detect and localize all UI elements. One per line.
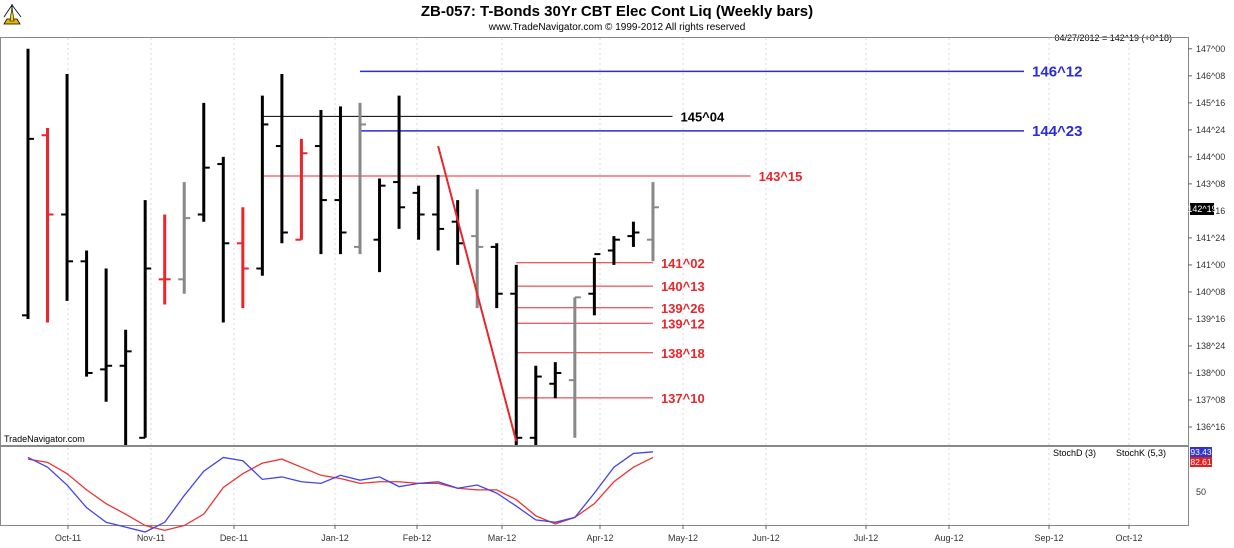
level-label: 137^10 — [661, 391, 705, 406]
x-tick-label: May-12 — [668, 533, 698, 543]
stoch-k-value-tag — [1190, 447, 1212, 457]
y-tick-label: 138^24 — [1196, 341, 1225, 351]
ohlc-bar — [80, 250, 93, 377]
stoch-d-value-tag — [1190, 457, 1212, 467]
stoch-legend-d: StochD (3) — [1053, 448, 1096, 458]
level-label: 144^23 — [1032, 123, 1082, 140]
ohlc-bar — [432, 174, 445, 251]
ohlc-bar — [314, 110, 327, 255]
x-tick-label: Sep-12 — [1034, 533, 1063, 543]
x-tick-label: Dec-11 — [220, 533, 248, 543]
y-tick-label: 140^08 — [1196, 287, 1225, 297]
ohlc-bar — [549, 362, 562, 399]
trade-navigator-logo — [3, 4, 22, 25]
grid-lines — [67, 38, 1130, 525]
stoch-d-value: 82.61 — [1190, 457, 1212, 467]
x-tick-label: Mar-12 — [488, 533, 517, 543]
ohlc-bar — [158, 214, 171, 305]
level-label: 139^12 — [661, 316, 705, 331]
x-tick-label: Jul-12 — [854, 533, 879, 543]
y-tick-label: 144^00 — [1196, 152, 1225, 162]
y-tick-label: 141^24 — [1196, 233, 1225, 243]
ohlc-bar — [354, 102, 367, 255]
ohlc-bar — [451, 200, 464, 265]
ohlc-bar — [61, 74, 74, 301]
ohlc-bar — [236, 207, 249, 309]
level-label: 138^18 — [661, 346, 705, 361]
ohlc-bar — [646, 182, 659, 262]
date-axis: Oct-11 Nov-11 Dec-11 Jan-12 Feb-12 Mar-12 Apr-… — [55, 525, 1143, 543]
y-tick-label: 136^16 — [1196, 422, 1225, 432]
ohlc-bar — [256, 95, 269, 276]
y-tick-label: 139^16 — [1196, 314, 1225, 324]
level-label: 141^02 — [661, 256, 705, 271]
ohlc-bar — [100, 268, 113, 402]
level-label: 145^04 — [680, 109, 725, 124]
ohlc-bar — [568, 296, 581, 438]
ohlc-bar — [471, 189, 484, 309]
x-tick-label: Jan-12 — [321, 533, 349, 543]
x-tick-label: Aug-12 — [934, 533, 963, 543]
trend-layer — [437, 145, 518, 442]
y-tick-label: 143^08 — [1196, 179, 1225, 189]
y-tick-label: 138^00 — [1196, 368, 1225, 378]
trend-line — [437, 145, 518, 442]
level-label: 146^12 — [1032, 63, 1082, 80]
price-axis: 147^00 146^08 145^16 144^24 144^00 143^08 142^… — [1188, 44, 1225, 432]
stoch-legend-k: StochK (5,3) — [1116, 448, 1166, 458]
watermark-text: TradeNavigator.com — [4, 434, 85, 444]
ohlc-bar — [22, 48, 34, 319]
y-tick-label: 145^16 — [1196, 98, 1225, 108]
copyright-text: www.TradeNavigator.com © 1999-2012 All r… — [488, 22, 746, 33]
level-label: 143^15 — [759, 169, 803, 184]
x-tick-label: Oct-12 — [1115, 533, 1142, 543]
chart-title: ZB-057: T-Bonds 30Yr CBT Elec Cont Liq (… — [421, 3, 813, 20]
x-tick-label: Nov-11 — [137, 533, 165, 543]
ohlc-bar — [529, 365, 542, 445]
stoch-panel — [0, 446, 1189, 526]
y-tick-label: 137^08 — [1196, 395, 1225, 405]
y-tick-label: 146^08 — [1196, 71, 1225, 81]
ohlc-bar — [412, 185, 425, 240]
stoch-k-value: 93.43 — [1190, 447, 1212, 457]
ohlc-bar — [510, 264, 523, 445]
price-bars — [22, 48, 659, 445]
y-tick-label: 144^24 — [1196, 125, 1225, 135]
stochastic-layer — [27, 451, 654, 533]
ohlc-bar — [607, 236, 620, 265]
price-panel — [0, 37, 1189, 446]
current-price-tag — [1190, 203, 1214, 215]
stoch-y-tick: 50 — [1196, 487, 1206, 497]
ohlc-bar — [217, 156, 230, 323]
ohlc-bar — [393, 95, 406, 229]
level-label: 139^26 — [661, 301, 705, 316]
y-tick-label: 141^00 — [1196, 260, 1225, 270]
ohlc-bar — [197, 102, 210, 222]
ohlc-bar — [627, 221, 640, 247]
ohlc-bar — [490, 243, 503, 309]
ohlc-bar — [139, 200, 152, 439]
ohlc-bar — [178, 182, 191, 294]
levels-layer: 146^12 145^04 144^23 143^15 141^02 140^13 139^… — [262, 63, 1083, 406]
y-tick-label: 147^00 — [1196, 44, 1225, 54]
ohlc-bar — [275, 74, 288, 244]
stoch-k-line — [27, 451, 654, 533]
ohlc-bar — [41, 128, 54, 323]
ohlc-bar — [119, 329, 132, 445]
level-label: 140^13 — [661, 279, 705, 294]
x-tick-label: Oct-11 — [55, 533, 81, 543]
ohlc-bar — [334, 106, 347, 255]
ohlc-bar — [588, 253, 601, 316]
current-price-label: 142^19 — [1187, 204, 1216, 214]
x-tick-label: Jun-12 — [752, 533, 780, 543]
x-tick-label: Apr-12 — [586, 533, 613, 543]
stoch-d-line — [27, 456, 654, 532]
ohlc-bar — [295, 138, 308, 241]
x-tick-label: Feb-12 — [403, 533, 432, 543]
ohlc-bar — [373, 178, 386, 273]
